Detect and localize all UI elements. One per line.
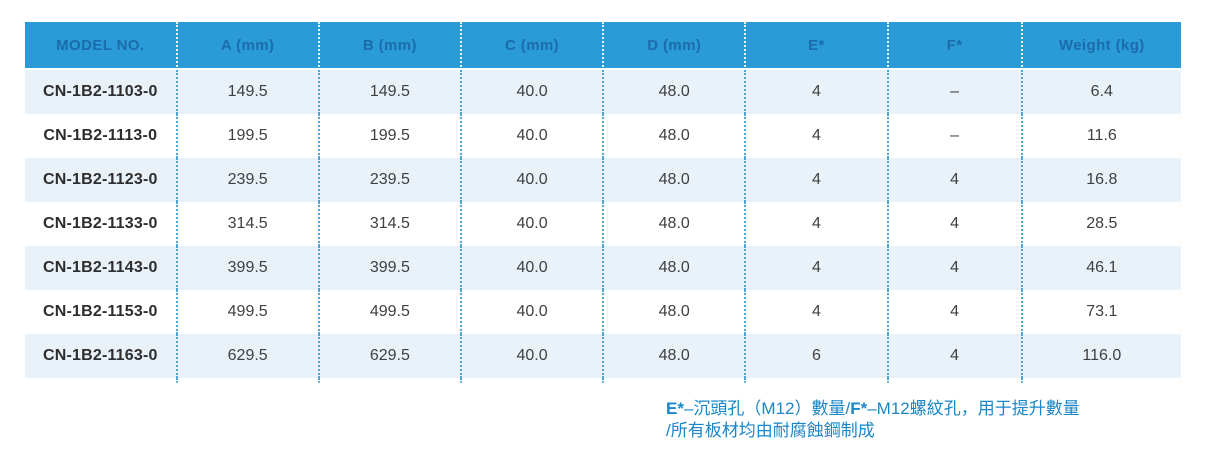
column-header-d: D (mm) xyxy=(604,22,747,70)
value-cell: 4 xyxy=(889,290,1023,334)
column-header-model: MODEL NO. xyxy=(25,22,178,70)
divider-tail xyxy=(604,378,747,383)
model-cell: CN-1B2-1163-0 xyxy=(25,334,178,378)
value-cell: 399.5 xyxy=(178,246,320,290)
footnote-e-text: –沉頭孔（M12）數量/ xyxy=(683,399,851,418)
spec-table: MODEL NO. A (mm) B (mm) C (mm) D (mm) E*… xyxy=(25,22,1181,383)
value-cell: 4 xyxy=(746,158,889,202)
table-row: CN-1B2-1103-0 149.5 149.5 40.0 48.0 4–6.4 xyxy=(25,70,1181,114)
model-cell: CN-1B2-1143-0 xyxy=(25,246,178,290)
value-cell: 16.8 xyxy=(1086,171,1118,188)
table-row: CN-1B2-1163-0 629.5 629.5 40.0 48.0 6 4 116.0 xyxy=(25,334,1181,378)
column-header-e: E* xyxy=(746,22,889,70)
model-cell: CN-1B2-1113-0 xyxy=(25,114,178,158)
value-cell: 4 xyxy=(889,246,1023,290)
value-cell: – xyxy=(889,70,1023,114)
value-cell: 149.5 xyxy=(178,70,320,114)
column-divider-tails xyxy=(25,378,1181,383)
divider-tail xyxy=(178,378,320,383)
value-cell: 6.4 xyxy=(1090,83,1113,100)
footnote-f-label: F* xyxy=(850,399,868,418)
value-cell: 48.0 xyxy=(604,114,747,158)
value-cell: 199.5 xyxy=(320,114,462,158)
value-cell: 48.0 xyxy=(604,158,747,202)
value-cell: 40.0 xyxy=(462,158,605,202)
value-cell: 399.5 xyxy=(320,246,462,290)
value-cell: 116.0 xyxy=(1082,347,1122,364)
value-cell: 314.5 xyxy=(320,202,462,246)
value-cell: 629.5 xyxy=(320,334,462,378)
value-cell: 4 xyxy=(746,246,889,290)
value-cell: 46.1 xyxy=(1086,259,1118,276)
value-cell: 48.0 xyxy=(604,290,747,334)
divider-tail xyxy=(746,378,889,383)
value-cell: 40.0 xyxy=(462,246,605,290)
column-header-b: B (mm) xyxy=(319,22,462,70)
value-cell: 239.5 xyxy=(178,158,320,202)
value-cell: – xyxy=(889,114,1023,158)
model-cell: CN-1B2-1133-0 xyxy=(25,202,178,246)
footnote-line-2: /所有板材均由耐腐蝕鋼制成 xyxy=(666,421,875,440)
value-cell: 48.0 xyxy=(604,70,747,114)
divider-tail xyxy=(462,378,605,383)
table-row: CN-1B2-1133-0 314.5 314.5 40.0 48.0 4 4 28.5 xyxy=(25,202,1181,246)
divider-tail xyxy=(889,378,1023,383)
value-cell: 48.0 xyxy=(604,246,747,290)
value-cell: 499.5 xyxy=(178,290,320,334)
column-header-f: F* xyxy=(888,22,1023,70)
footnote-f-text: –M12螺紋孔，用于提升數量 xyxy=(867,399,1080,418)
value-cell: 149.5 xyxy=(320,70,462,114)
model-cell: CN-1B2-1123-0 xyxy=(25,158,178,202)
value-cell: 239.5 xyxy=(320,158,462,202)
table-row: CN-1B2-1153-0 499.5 499.5 40.0 48.0 4 4 73.1 xyxy=(25,290,1181,334)
value-cell: 499.5 xyxy=(320,290,462,334)
divider-tail xyxy=(1023,378,1181,383)
divider-tail xyxy=(320,378,462,383)
table-row: CN-1B2-1113-0 199.5 199.5 40.0 48.0 4–11.6 xyxy=(25,114,1181,158)
divider-tail xyxy=(25,378,178,383)
value-cell: 40.0 xyxy=(462,70,605,114)
table-row: CN-1B2-1123-0 239.5 239.5 40.0 48.0 4 4 16.8 xyxy=(25,158,1181,202)
value-cell: 40.0 xyxy=(462,290,605,334)
value-cell: 40.0 xyxy=(462,202,605,246)
value-cell: 4 xyxy=(889,158,1023,202)
value-cell: 4 xyxy=(746,114,889,158)
value-cell: 40.0 xyxy=(462,114,605,158)
value-cell: 48.0 xyxy=(604,202,747,246)
value-cell: 48.0 xyxy=(604,334,747,378)
value-cell: 28.5 xyxy=(1086,215,1118,232)
value-cell: 4 xyxy=(889,334,1023,378)
value-cell: 40.0 xyxy=(462,334,605,378)
value-cell: 629.5 xyxy=(178,334,320,378)
value-cell: 4 xyxy=(746,290,889,334)
value-cell: 6 xyxy=(746,334,889,378)
value-cell: 4 xyxy=(889,202,1023,246)
table-row: CN-1B2-1143-0 399.5 399.5 40.0 48.0 4 4 46.1 xyxy=(25,246,1181,290)
table-header-row: MODEL NO. A (mm) B (mm) C (mm) D (mm) E*… xyxy=(25,22,1181,70)
value-cell: 11.6 xyxy=(1086,127,1117,144)
column-header-weight: Weight (kg) xyxy=(1022,22,1181,70)
value-cell: 199.5 xyxy=(178,114,320,158)
model-cell: CN-1B2-1103-0 xyxy=(25,70,178,114)
value-cell: 73.1 xyxy=(1086,303,1118,320)
footnote-e-label: E* xyxy=(666,399,684,418)
value-cell: 314.5 xyxy=(178,202,320,246)
model-cell: CN-1B2-1153-0 xyxy=(25,290,178,334)
value-cell: 4 xyxy=(746,202,889,246)
value-cell: 4 xyxy=(746,70,889,114)
footnote-line-1: E*–沉頭孔（M12）數量/F*–M12螺紋孔，用于提升數量 xyxy=(666,398,1191,420)
column-header-c: C (mm) xyxy=(461,22,605,70)
column-header-a: A (mm) xyxy=(177,22,320,70)
table-body: CN-1B2-1103-0 149.5 149.5 40.0 48.0 4–6.4 CN-1… xyxy=(25,70,1181,383)
footnote: E*–沉頭孔（M12）數量/F*–M12螺紋孔，用于提升數量 /所有板材均由耐腐… xyxy=(666,398,1191,442)
